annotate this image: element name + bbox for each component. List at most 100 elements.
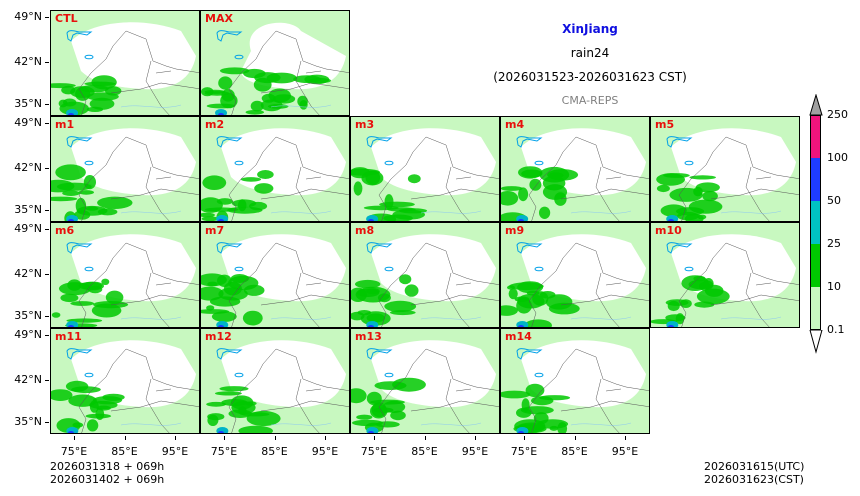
rain-patch <box>309 77 331 84</box>
rain-patch <box>532 291 549 306</box>
rain-patch <box>539 166 570 183</box>
rain-patch <box>97 196 133 209</box>
precip-map <box>201 329 349 433</box>
rain-patch <box>202 175 227 190</box>
colorbar-segment <box>810 287 821 330</box>
rain-patch <box>70 301 95 306</box>
colorbar-under-triangle <box>809 330 823 354</box>
lon-tick-label: 75°E <box>60 445 88 458</box>
rain-patch <box>387 207 416 212</box>
river <box>120 104 182 108</box>
dry-area <box>521 340 646 408</box>
lat-tick-label: 35°N <box>4 309 49 322</box>
rain-patch <box>516 297 532 314</box>
rain-patch <box>51 196 78 202</box>
panel-label: m8 <box>355 224 375 237</box>
precip-map <box>351 223 499 327</box>
border-line <box>228 348 349 433</box>
lon-tick-mark <box>574 436 576 440</box>
river <box>570 210 632 214</box>
border-line <box>78 348 199 433</box>
lon-tick-mark <box>74 436 75 440</box>
rain-patch <box>51 312 61 318</box>
panel-label: m9 <box>505 224 525 237</box>
lon-tick-label: 85°E <box>261 445 288 458</box>
panel-label: m6 <box>55 224 75 237</box>
rain-patch <box>218 76 233 90</box>
rain-patch <box>250 100 264 112</box>
precip-map <box>51 11 199 115</box>
rain-patch <box>62 190 80 196</box>
lake <box>534 266 544 272</box>
map-title-region: XinJiang <box>562 22 618 36</box>
rain-patch <box>509 282 544 291</box>
rain-patch <box>352 419 383 427</box>
border-line <box>678 242 799 327</box>
lon-tick-mark <box>274 436 276 440</box>
rain-patch <box>557 422 568 433</box>
dry-area <box>371 128 496 196</box>
rain-patch <box>656 173 685 186</box>
rain-patch <box>680 299 692 308</box>
river <box>420 316 482 320</box>
rain-patch <box>206 401 226 407</box>
rain-patch <box>61 85 76 95</box>
rain-patch <box>704 284 724 297</box>
lon-tick-mark <box>524 436 525 440</box>
rain-patch <box>201 216 219 221</box>
precip-map <box>651 223 799 327</box>
rain-patch-heavy <box>518 431 524 433</box>
rain-patch-heavy <box>68 325 74 327</box>
rain-patch <box>221 399 248 406</box>
colorbar-segment <box>810 158 821 201</box>
rain-patch-heavy <box>68 219 74 221</box>
lon-tick-label: 95°E <box>161 445 189 458</box>
rain-patch <box>220 93 238 109</box>
colorbar-label: 50 <box>827 194 841 207</box>
panel-label: m14 <box>505 330 532 343</box>
rain-patch <box>702 191 718 202</box>
lake-balkhash <box>216 348 243 360</box>
precip-map <box>201 117 349 221</box>
rain-patch <box>68 394 97 407</box>
lake-balkhash <box>666 136 693 148</box>
lake-balkhash <box>366 348 393 360</box>
rain-patch <box>257 170 274 179</box>
map-title-model: CMA-REPS <box>561 94 619 107</box>
colorbar-segment <box>810 201 821 244</box>
precip-map <box>51 223 199 327</box>
rain-patch <box>86 92 119 101</box>
map-panel-m13: m13 <box>350 328 500 434</box>
colorbar-label: 250 <box>827 108 848 121</box>
rain-patch <box>84 81 116 87</box>
lat-tick-label: 42°N <box>4 55 49 68</box>
rain-patch-heavy <box>218 431 224 433</box>
rain-patch <box>266 72 297 84</box>
rain-patch <box>667 300 680 312</box>
panel-label: m12 <box>205 330 232 343</box>
rain-patch <box>407 174 421 184</box>
rain-patch <box>404 284 419 297</box>
river <box>720 316 782 320</box>
rain-patch <box>501 191 519 206</box>
border-line <box>528 242 649 327</box>
rain-patch <box>238 425 273 433</box>
rain-patch <box>501 186 523 191</box>
rain-patch <box>89 97 115 110</box>
lake-balkhash <box>366 136 393 148</box>
border-line <box>528 136 649 221</box>
lon-tick-mark <box>175 436 176 440</box>
lon-tick-label: 75°E <box>510 445 538 458</box>
border-line <box>78 30 199 115</box>
map-title-variable: rain24 <box>570 46 610 60</box>
lat-tick-label: 49°N <box>4 10 49 23</box>
river <box>570 316 632 320</box>
map-panel-m1: m1 <box>50 116 200 222</box>
panel-label: m5 <box>655 118 675 131</box>
lat-tick-label: 49°N <box>4 328 49 341</box>
rain-patch <box>501 390 531 399</box>
rain-patch <box>93 301 129 309</box>
rain-patch <box>539 206 551 219</box>
map-panel-m4: m4 <box>500 116 650 222</box>
colorbar-segment <box>810 244 821 287</box>
